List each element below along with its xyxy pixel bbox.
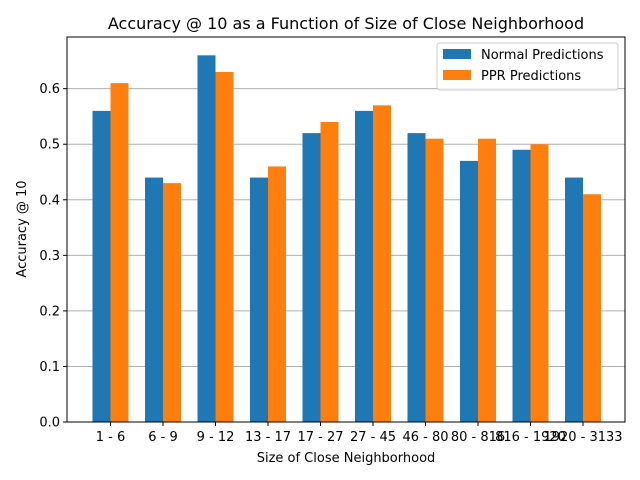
y-tick-label: 0.5: [39, 138, 60, 153]
bar-normal: [460, 160, 478, 422]
y-tick-label: 0.1: [39, 360, 60, 375]
bar-ppr: [215, 72, 234, 422]
bar-ppr: [320, 122, 339, 422]
x-tick-label: 1920 - 3133: [543, 430, 622, 445]
y-tick-label: 0.0: [39, 416, 60, 431]
x-tick-label: 27 - 45: [350, 430, 396, 445]
bar-ppr: [583, 194, 601, 422]
x-tick-label: 46 - 80: [402, 430, 448, 445]
x-tick-label: 6 - 9: [148, 430, 178, 445]
x-tick-label: 9 - 12: [197, 430, 235, 445]
legend-label: Normal Predictions: [481, 48, 604, 63]
legend-swatch: [443, 49, 471, 59]
legend-label: PPR Predictions: [481, 69, 581, 84]
y-tick-label: 0.6: [39, 82, 60, 97]
bar-normal: [250, 177, 268, 422]
bar-ppr: [425, 138, 444, 422]
bar-ppr: [163, 183, 181, 422]
bar-normal: [145, 177, 163, 422]
plot-frame: [66, 36, 626, 423]
y-tick-label: 0.3: [39, 249, 60, 264]
x-tick-label: 17 - 27: [297, 430, 343, 445]
x-tick-label: 1 - 6: [96, 430, 126, 445]
bar-normal: [92, 110, 111, 422]
y-axis-label: Accuracy @ 10: [15, 180, 30, 277]
bar-normal: [407, 133, 426, 422]
bar-ppr: [268, 166, 286, 422]
bar-normal: [355, 110, 373, 422]
bar-normal: [565, 177, 583, 422]
x-axis-ticks: 1 - 6 6 - 9 9 - 12 13 - 17 17 - 27 27 - 45 46 …: [96, 422, 623, 445]
x-tick-label: 816 - 1920: [495, 430, 566, 445]
bar-ppr: [478, 138, 496, 422]
bar-normal: [302, 133, 321, 422]
legend-frame: [436, 42, 619, 91]
x-tick-label: 80 - 816: [451, 430, 505, 445]
x-tick-label: 13 - 17: [245, 430, 291, 445]
chart-title: Accuracy @ 10 as a Function of Size of C…: [108, 14, 584, 33]
bar-normal: [512, 149, 531, 422]
legend: Normal Predictions PPR Predictions: [436, 42, 619, 91]
x-axis-label: Size of Close Neighborhood: [257, 451, 436, 466]
y-tick-label: 0.2: [39, 304, 60, 319]
bar-ppr: [110, 83, 129, 422]
y-axis-ticks: 0.0 0.1 0.2 0.3 0.4 0.5 0.6: [39, 82, 67, 431]
legend-swatch: [443, 70, 471, 80]
bars: [92, 55, 601, 422]
y-tick-label: 0.4: [39, 193, 60, 208]
bar-normal: [197, 55, 216, 422]
bar-ppr: [373, 105, 391, 422]
bar-ppr: [530, 144, 549, 422]
